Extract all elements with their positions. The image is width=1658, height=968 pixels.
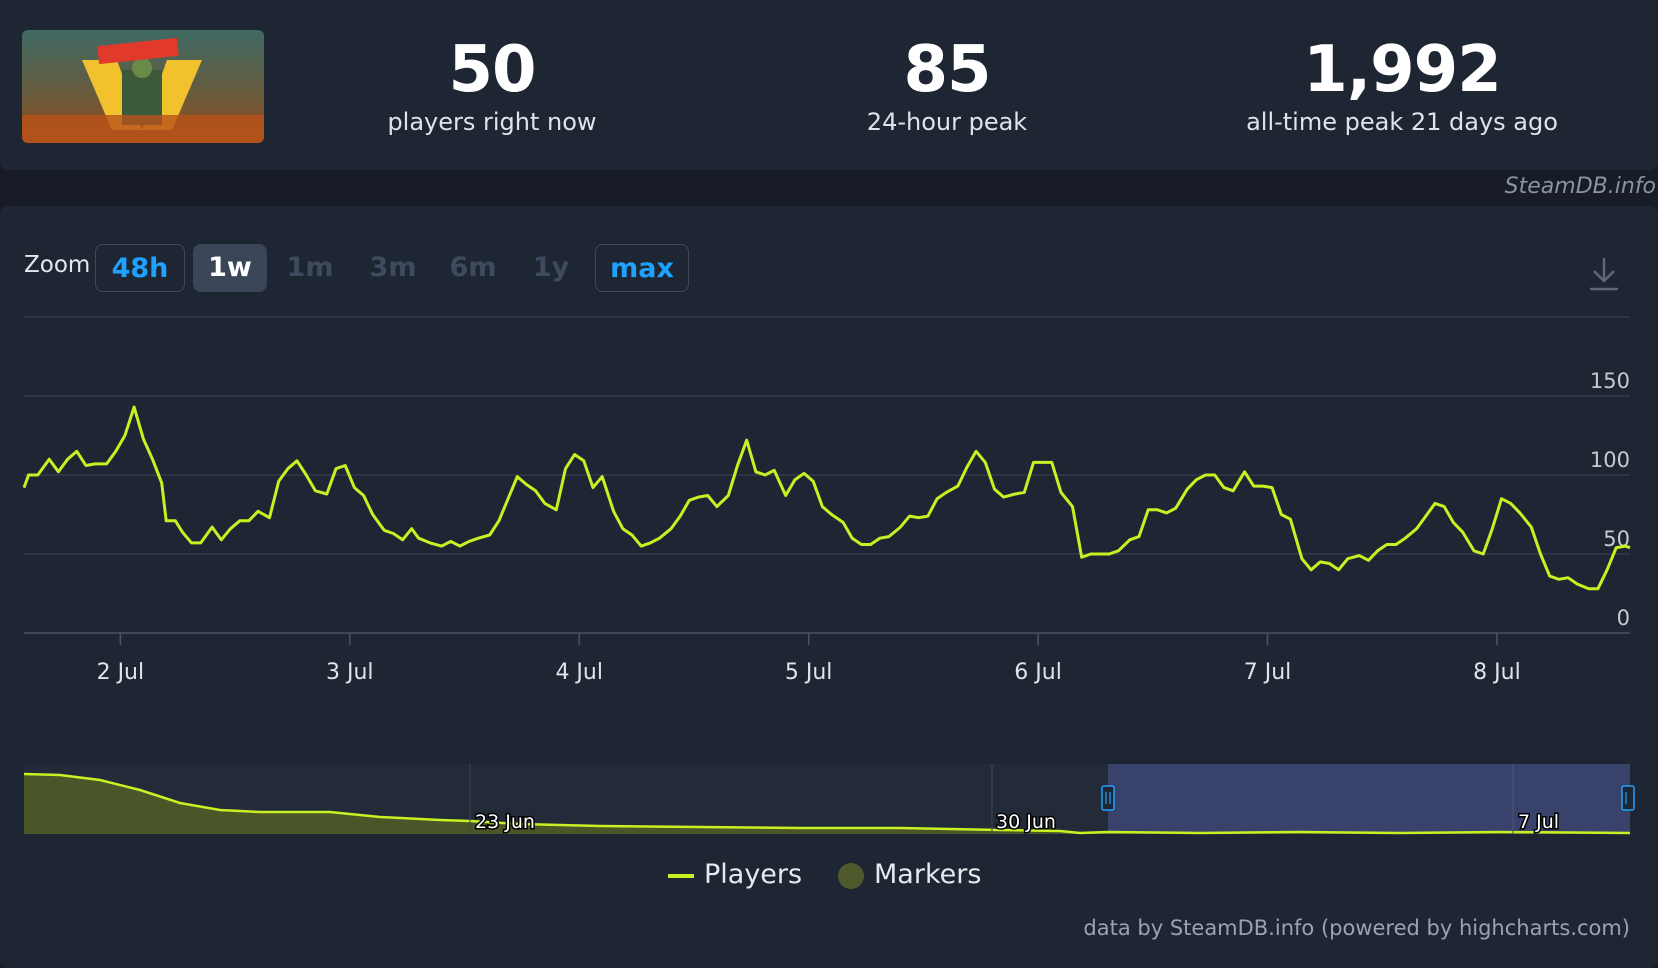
zoom-1y-button[interactable]: 1y xyxy=(532,252,570,283)
legend-players[interactable]: Players xyxy=(668,859,802,890)
navigator-area xyxy=(24,774,1630,834)
navigator-selection[interactable] xyxy=(1108,764,1630,834)
y-tick-label-0: 0 xyxy=(1617,606,1630,630)
zoom-3m-button[interactable]: 3m xyxy=(369,252,417,283)
zoom-max-button[interactable]: max xyxy=(595,244,689,292)
x-tick-label-8-jul: 8 Jul xyxy=(1473,660,1521,685)
current-players-label: players right now xyxy=(387,108,597,136)
x-tick-label-2-jul: 2 Jul xyxy=(97,660,145,685)
game-thumbnail-art xyxy=(22,30,264,143)
navigator-label-7-jul: 7 Jul xyxy=(1518,811,1559,833)
navigator-right-handle[interactable] xyxy=(1621,785,1635,811)
peak-24h-stat: 85 24-hour peak xyxy=(737,34,1157,136)
y-tick-label-150: 150 xyxy=(1590,369,1630,393)
legend-players-label: Players xyxy=(704,859,803,890)
steamdb-watermark: SteamDB.info xyxy=(1504,174,1656,199)
grid-lines xyxy=(24,395,1630,634)
y-tick-label-100: 100 xyxy=(1590,448,1630,472)
all-time-peak-label: all-time peak 21 days ago xyxy=(1246,108,1558,136)
zoom-6m-button[interactable]: 6m xyxy=(449,252,497,283)
zoom-label: Zoom xyxy=(24,252,91,278)
legend-players-line-icon xyxy=(668,873,694,878)
navigator-label-23-jun: 23 Jun xyxy=(475,811,535,833)
game-thumbnail[interactable] xyxy=(22,30,264,143)
header-card: 50 players right now 85 24-hour peak 1,9… xyxy=(0,0,1658,170)
navigator[interactable]: 23 Jun 30 Jun 7 Jul xyxy=(23,764,1635,835)
x-tick-label-4-jul: 4 Jul xyxy=(555,660,603,685)
legend-markers-label: Markers xyxy=(874,859,982,890)
navigator-line xyxy=(23,772,1631,835)
current-players-value: 50 xyxy=(448,33,536,107)
zoom-48h-button[interactable]: 48h xyxy=(95,244,185,292)
legend-markers[interactable]: Markers xyxy=(838,859,981,890)
download-icon[interactable] xyxy=(1588,256,1620,292)
current-players-stat: 50 players right now xyxy=(282,34,702,136)
x-tick-label-3-jul: 3 Jul xyxy=(326,660,374,685)
all-time-peak-stat: 1,992 all-time peak 21 days ago xyxy=(1192,34,1612,136)
x-axis-labels: 2 Jul 3 Jul 4 Jul 5 Jul 6 Jul 7 Jul 8 Jul xyxy=(97,633,1521,685)
chart-credits[interactable]: data by SteamDB.info (powered by highcha… xyxy=(1083,916,1630,940)
peak-24h-label: 24-hour peak xyxy=(866,108,1028,136)
x-tick-label-5-jul: 5 Jul xyxy=(785,660,833,685)
players-series-line[interactable] xyxy=(22,405,1631,591)
x-tick-label-7-jul: 7 Jul xyxy=(1244,660,1292,685)
zoom-1w-button[interactable]: 1w xyxy=(193,244,267,292)
navigator-label-30-jun: 30 Jun xyxy=(996,811,1056,833)
zoom-1m-button[interactable]: 1m xyxy=(286,252,334,283)
legend-markers-dot-icon xyxy=(838,862,864,889)
navigator-left-handle[interactable] xyxy=(1101,785,1115,811)
peak-24h-value: 85 xyxy=(903,33,991,107)
x-tick-label-6-jul: 6 Jul xyxy=(1014,660,1062,685)
chart-card: Zoom 48h 1w 1m 3m 6m 1y max 0 50 100 150 2 … xyxy=(0,206,1658,968)
all-time-peak-value: 1,992 xyxy=(1303,33,1501,107)
